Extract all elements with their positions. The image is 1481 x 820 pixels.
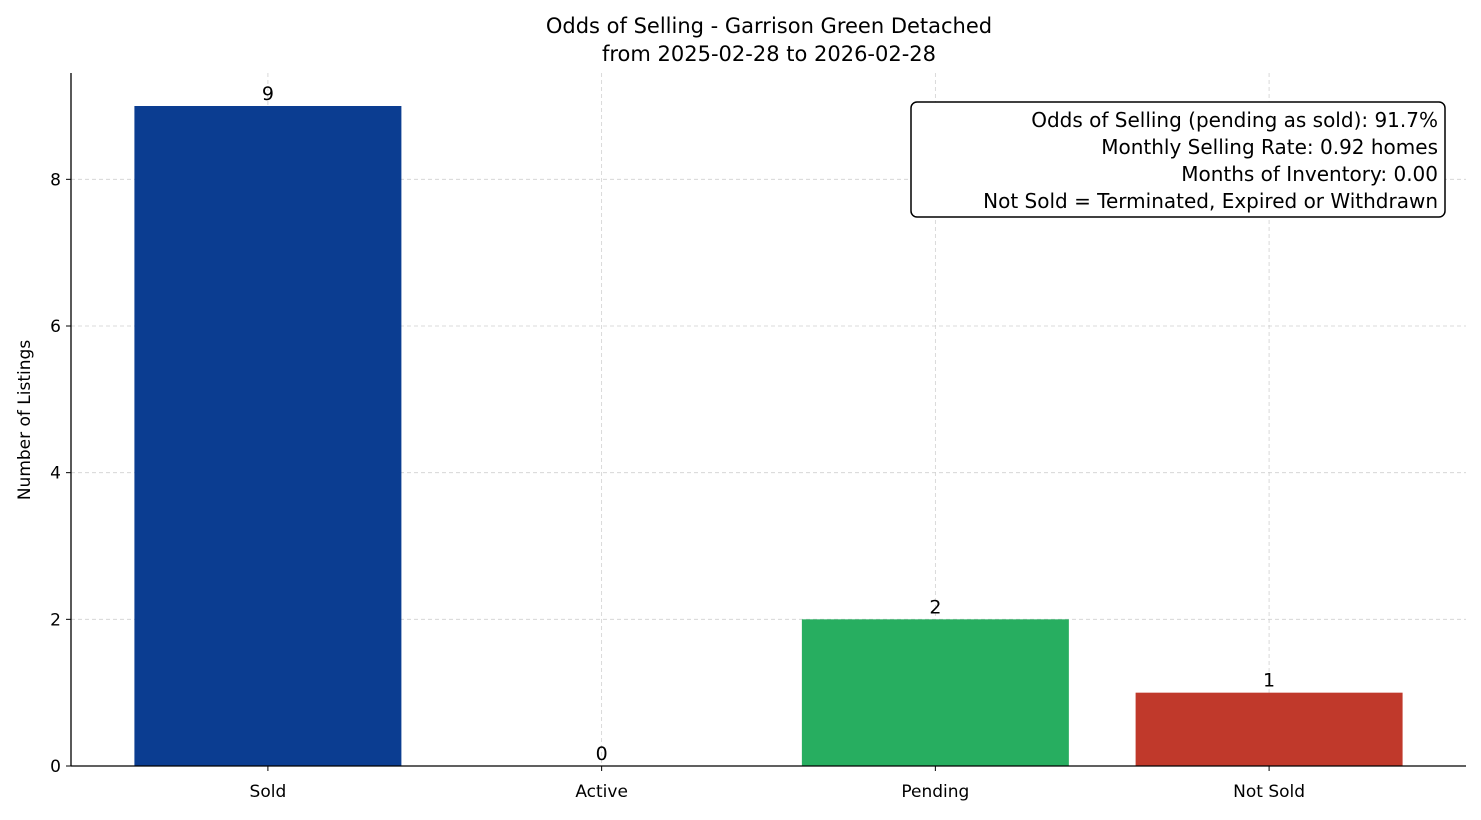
bar-not-sold	[1135, 692, 1403, 766]
chart-subtitle: from 2025-02-28 to 2026-02-28	[602, 42, 936, 66]
x-tick-label: Sold	[250, 782, 287, 802]
y-tick-label: 4	[50, 464, 61, 484]
x-tick-label: Not Sold	[1233, 782, 1305, 802]
annotation-box: Odds of Selling (pending as sold): 91.7%…	[910, 101, 1446, 218]
y-tick-label: 0	[50, 757, 61, 777]
annotation-line: Not Sold = Terminated, Expired or Withdr…	[983, 189, 1438, 213]
x-tick-label: Active	[575, 782, 628, 802]
annotation-line: Odds of Selling (pending as sold): 91.7%	[1031, 108, 1438, 132]
bar-sold	[134, 106, 402, 766]
data-label: 2	[929, 596, 941, 618]
y-tick-label: 2	[50, 610, 61, 630]
data-label: 1	[1263, 670, 1275, 692]
bar-pending	[801, 619, 1069, 766]
annotation-line: Months of Inventory: 0.00	[1181, 162, 1438, 186]
y-tick-label: 8	[50, 170, 61, 190]
bars	[134, 106, 1403, 766]
annotation-line: Monthly Selling Rate: 0.92 homes	[1101, 135, 1438, 159]
y-tick-label: 6	[50, 317, 61, 337]
annotation-box-frame	[910, 101, 1446, 218]
y-axis-label: Number of Listings	[15, 340, 35, 500]
chart-title: Odds of Selling - Garrison Green Detache…	[546, 14, 992, 38]
data-label: 9	[262, 83, 274, 105]
data-label: 0	[596, 743, 608, 765]
x-tick-label: Pending	[901, 782, 969, 802]
axes: 0 2 4 6 8 Sold Active Pending Not Sold	[50, 73, 1466, 802]
data-labels: 9 0 2 1	[262, 83, 1275, 765]
